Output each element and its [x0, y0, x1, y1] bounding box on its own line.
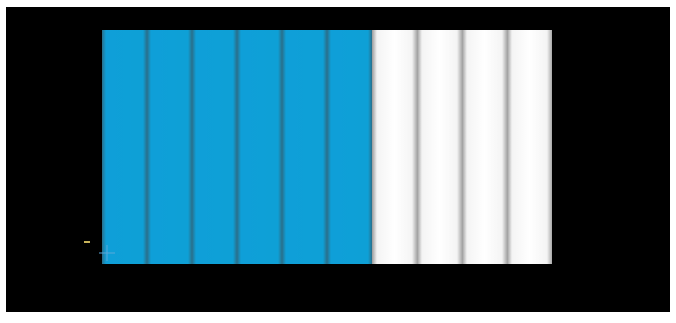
- shaded-part: [327, 30, 372, 264]
- unshaded-part: [507, 30, 552, 264]
- shaded-part: [147, 30, 192, 264]
- fraction-bar: [102, 30, 552, 264]
- shaded-part: [282, 30, 327, 264]
- shaded-part: [102, 30, 147, 264]
- unshaded-part: [372, 30, 417, 264]
- shaded-part: [237, 30, 282, 264]
- diagram-canvas: [6, 7, 670, 312]
- crosshair-icon: [84, 241, 115, 261]
- unshaded-part: [462, 30, 507, 264]
- shaded-part: [192, 30, 237, 264]
- unshaded-part: [417, 30, 462, 264]
